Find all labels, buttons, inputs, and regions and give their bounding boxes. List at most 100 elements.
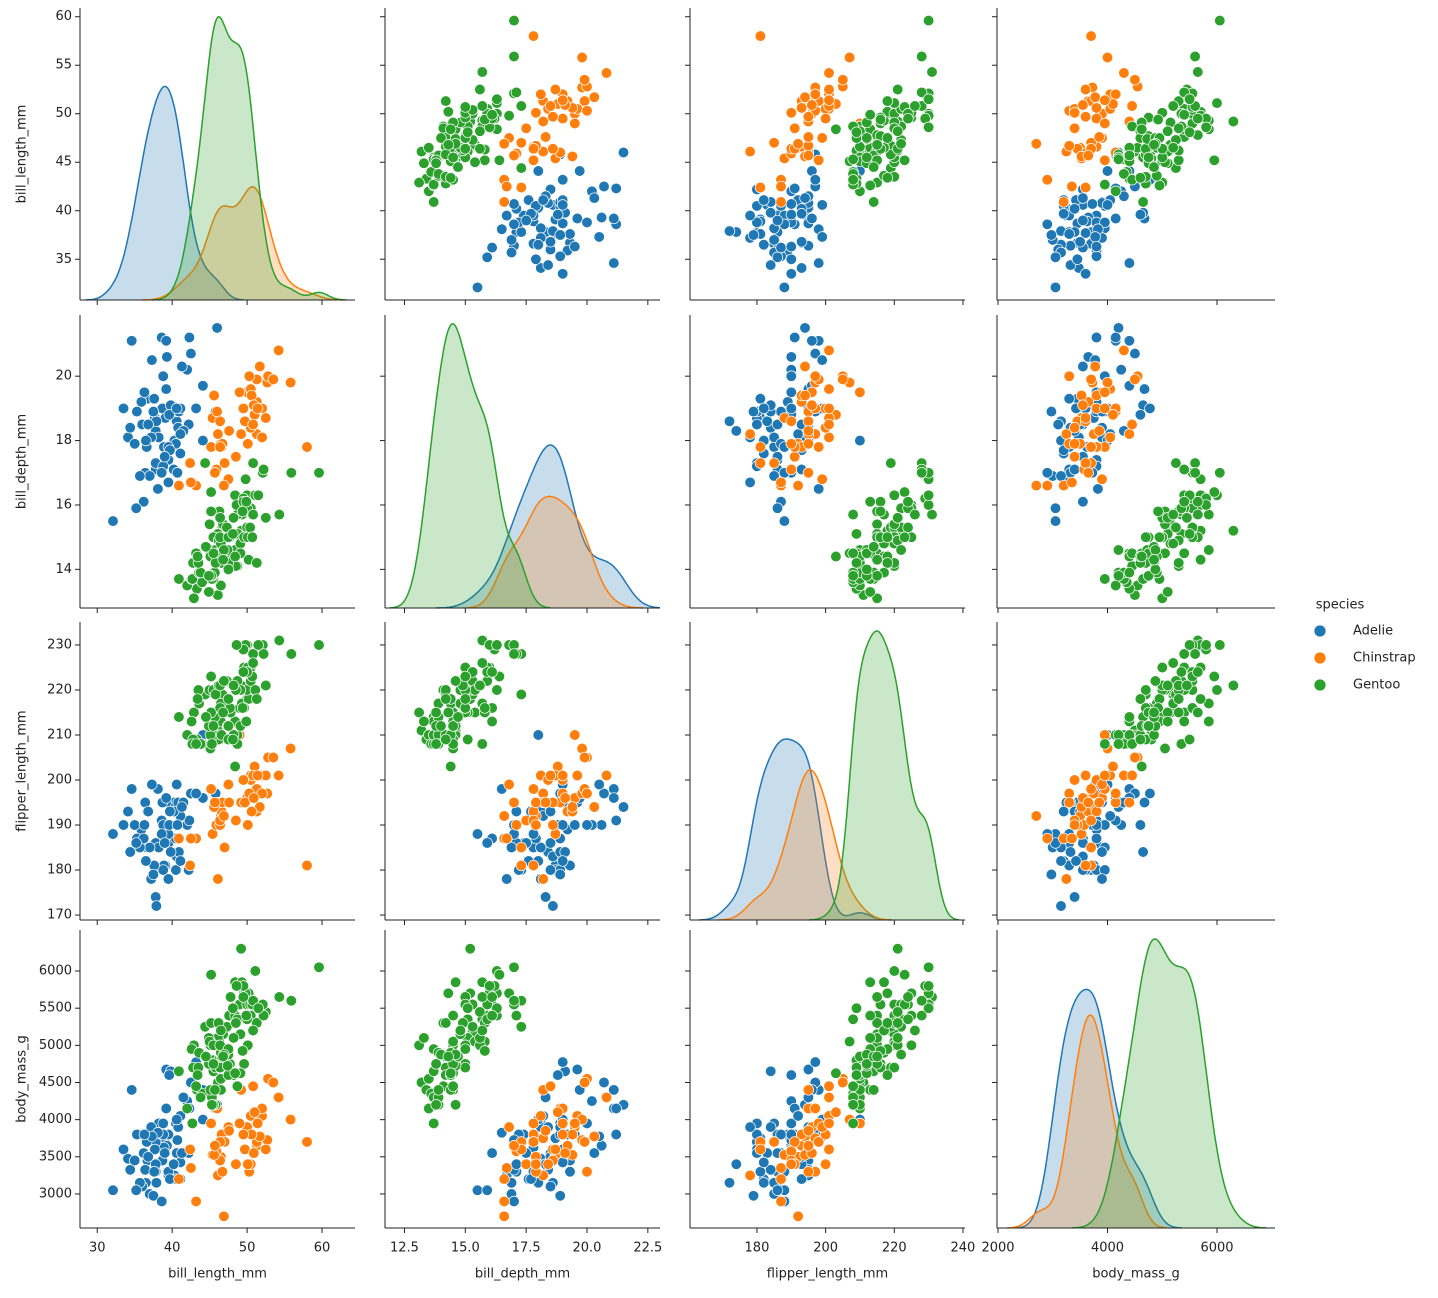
point <box>1079 227 1092 239</box>
point <box>557 1128 569 1141</box>
point <box>557 112 569 125</box>
point <box>171 1134 184 1146</box>
point <box>530 1158 542 1170</box>
point <box>549 83 562 96</box>
point <box>176 360 188 373</box>
point <box>1149 563 1162 576</box>
point <box>1079 111 1092 123</box>
point <box>598 1076 610 1089</box>
point <box>486 991 498 1003</box>
legend-label: Chinstrap <box>1353 651 1416 666</box>
point <box>922 961 935 973</box>
point <box>557 174 569 186</box>
point <box>471 1184 484 1196</box>
point <box>892 943 904 955</box>
point <box>771 251 784 263</box>
point <box>1173 693 1185 705</box>
point <box>1099 178 1111 191</box>
point <box>148 1166 160 1178</box>
point <box>1107 760 1119 773</box>
panel <box>380 622 660 925</box>
point <box>1068 438 1081 450</box>
point <box>191 1069 204 1081</box>
point <box>813 257 825 269</box>
point <box>236 505 249 518</box>
point <box>142 418 154 431</box>
point <box>160 792 172 804</box>
point <box>1041 174 1053 186</box>
point <box>430 706 442 719</box>
point <box>864 976 876 988</box>
point <box>1085 30 1097 42</box>
point <box>847 508 859 521</box>
point <box>1118 190 1130 202</box>
point <box>1086 198 1099 210</box>
kde-line <box>389 322 551 609</box>
point <box>922 489 935 501</box>
point <box>775 476 787 489</box>
point <box>806 99 818 111</box>
point <box>284 742 297 755</box>
point <box>508 218 520 230</box>
point <box>247 508 259 521</box>
point <box>200 1050 212 1063</box>
point <box>1126 418 1138 431</box>
x-tick-label: 6000 <box>1200 1241 1233 1256</box>
point <box>802 111 815 123</box>
point <box>445 172 457 184</box>
point <box>173 1065 185 1077</box>
point <box>1063 228 1075 240</box>
point <box>885 457 897 469</box>
point <box>1203 715 1215 728</box>
point <box>610 1128 622 1141</box>
y-tick-label: 190 <box>47 818 72 833</box>
point <box>1192 666 1204 678</box>
point <box>248 1106 261 1118</box>
point <box>146 778 158 791</box>
point <box>747 1190 760 1202</box>
point <box>1183 528 1196 540</box>
point <box>1126 769 1138 782</box>
point <box>486 666 498 678</box>
point <box>1101 376 1114 389</box>
point <box>830 123 842 135</box>
point <box>130 502 142 514</box>
point <box>569 729 581 741</box>
point <box>809 1056 821 1068</box>
point <box>418 1032 430 1044</box>
point <box>922 499 935 511</box>
point <box>1167 100 1179 112</box>
point <box>1162 586 1174 598</box>
point <box>1118 67 1130 79</box>
point <box>215 579 227 592</box>
point <box>1173 706 1185 719</box>
point <box>242 438 254 450</box>
point <box>1096 473 1108 485</box>
point <box>459 693 471 705</box>
point <box>850 528 863 540</box>
point <box>1123 257 1136 269</box>
point <box>581 105 593 117</box>
point <box>218 841 231 854</box>
point <box>191 693 204 705</box>
panel <box>380 8 660 305</box>
point <box>190 1195 202 1208</box>
point <box>874 505 887 518</box>
point <box>1090 240 1103 253</box>
point <box>240 1009 252 1022</box>
point <box>272 1091 285 1104</box>
point <box>260 512 272 524</box>
point <box>510 86 523 99</box>
point <box>813 441 825 453</box>
point <box>537 115 549 128</box>
point <box>1137 196 1149 208</box>
point <box>505 246 518 259</box>
point <box>1178 109 1190 121</box>
point <box>600 769 613 782</box>
point <box>163 1069 175 1081</box>
point <box>1192 112 1204 125</box>
point <box>140 434 152 447</box>
point <box>1203 508 1215 521</box>
point <box>789 451 801 463</box>
point <box>1123 711 1136 723</box>
